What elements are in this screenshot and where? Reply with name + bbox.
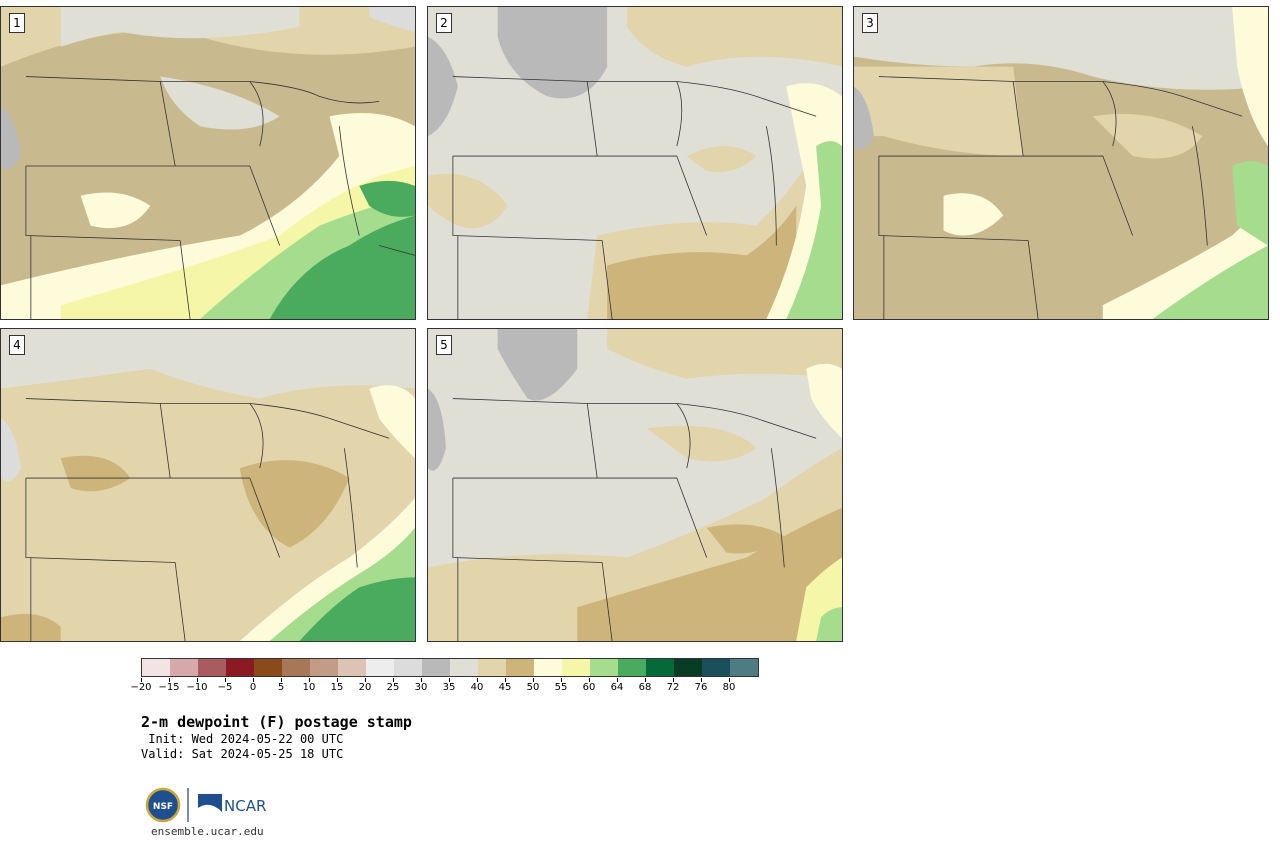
colorbar-swatch xyxy=(534,659,562,676)
site-url: ensemble.ucar.edu xyxy=(151,825,264,838)
colorbar-tick-label: 68 xyxy=(638,682,652,693)
colorbar-tick xyxy=(729,678,730,682)
dewpoint-map-2 xyxy=(428,7,842,319)
colorbar-tick xyxy=(337,678,338,682)
colorbar-swatch xyxy=(366,659,394,676)
dewpoint-map-5 xyxy=(428,329,842,641)
plot-title: 2-m dewpoint (F) postage stamp xyxy=(141,713,412,731)
stamp-panel-2: 2 xyxy=(427,6,843,320)
colorbar-swatch xyxy=(310,659,338,676)
valid-time: Valid: Sat 2024-05-25 18 UTC xyxy=(141,747,344,761)
colorbar-tick-label: 10 xyxy=(302,682,316,693)
colorbar-swatch xyxy=(450,659,478,676)
colorbar-tick xyxy=(309,678,310,682)
colorbar-tick xyxy=(253,678,254,682)
panel-label: 5 xyxy=(436,335,452,355)
colorbar-swatch xyxy=(590,659,618,676)
colorbar-tick-label: 20 xyxy=(358,682,372,693)
colorbar-tick xyxy=(617,678,618,682)
colorbar-tick xyxy=(365,678,366,682)
colorbar-tick xyxy=(505,678,506,682)
panel-label: 2 xyxy=(436,13,452,33)
stamp-panel-1: 1 xyxy=(0,6,416,320)
colorbar-tick xyxy=(225,678,226,682)
colorbar-swatch xyxy=(142,659,170,676)
svg-text:NSF: NSF xyxy=(153,802,173,812)
colorbar-swatch xyxy=(478,659,506,676)
colorbar-tick-labels: −20 −15 −10 −5 0 5 10 15 20 25 30 35 40 45 50 55 60 64 68 7… xyxy=(130,678,761,698)
panel-label: 4 xyxy=(9,335,25,355)
stamp-panel-3: 3 xyxy=(853,6,1269,320)
colorbar-tick-label: 40 xyxy=(470,682,484,693)
colorbar-swatch xyxy=(254,659,282,676)
colorbar-tick xyxy=(281,678,282,682)
colorbar-tick xyxy=(169,678,170,682)
colorbar-tick xyxy=(197,678,198,682)
stamp-panel-5: 5 xyxy=(427,328,843,642)
colorbar-swatch xyxy=(422,659,450,676)
colorbar-tick xyxy=(701,678,702,682)
svg-text:NCAR: NCAR xyxy=(224,797,266,815)
colorbar-tick-label: 64 xyxy=(610,682,624,693)
colorbar-tick-label: 30 xyxy=(414,682,428,693)
colorbar-swatch xyxy=(618,659,646,676)
colorbar-swatch xyxy=(170,659,198,676)
colorbar-tick-label: 45 xyxy=(498,682,512,693)
colorbar-tick-label: −15 xyxy=(158,682,180,693)
colorbar-tick-label: 50 xyxy=(526,682,540,693)
colorbar-swatch xyxy=(338,659,366,676)
colorbar-swatch xyxy=(282,659,310,676)
panel-label: 3 xyxy=(862,13,878,33)
colorbar-tick-label: 5 xyxy=(277,682,285,693)
colorbar-tick-label: 25 xyxy=(386,682,400,693)
colorbar-tick-label: −20 xyxy=(130,682,152,693)
colorbar-tick-label: −5 xyxy=(217,682,233,693)
dewpoint-map-3 xyxy=(854,7,1268,319)
dewpoint-map-1 xyxy=(1,7,415,319)
colorbar-tick-label: 55 xyxy=(554,682,568,693)
panel-label: 1 xyxy=(9,13,25,33)
colorbar-tick xyxy=(477,678,478,682)
colorbar-tick-label: 72 xyxy=(666,682,680,693)
title-block: 2-m dewpoint (F) postage stamp Init: Wed… xyxy=(141,712,412,762)
colorbar-tick-label: 0 xyxy=(249,682,257,693)
init-time: Init: Wed 2024-05-22 00 UTC xyxy=(141,732,344,746)
colorbar-swatch xyxy=(198,659,226,676)
colorbar xyxy=(141,658,759,677)
colorbar-swatch xyxy=(506,659,534,676)
ncar-mark-icon xyxy=(198,794,222,812)
colorbar-swatch xyxy=(702,659,730,676)
colorbar-tick xyxy=(673,678,674,682)
colorbar-tick-label: 35 xyxy=(442,682,456,693)
colorbar-swatch xyxy=(562,659,590,676)
colorbar-swatch xyxy=(674,659,702,676)
colorbar-tick xyxy=(561,678,562,682)
colorbar-tick-label: −10 xyxy=(186,682,208,693)
colorbar-swatch xyxy=(226,659,254,676)
colorbar-tick xyxy=(393,678,394,682)
colorbar-tick-label: 76 xyxy=(694,682,708,693)
stamp-panel-4: 4 xyxy=(0,328,416,642)
colorbar-tick-label: 60 xyxy=(582,682,596,693)
colorbar-tick xyxy=(449,678,450,682)
nsf-seal-icon xyxy=(145,787,181,823)
colorbar-swatch xyxy=(730,659,758,676)
nsf-ncar-logo: NSF NCAR xyxy=(145,787,266,823)
colorbar-tick xyxy=(645,678,646,682)
colorbar-swatch xyxy=(394,659,422,676)
colorbar-tick-label: 15 xyxy=(330,682,344,693)
colorbar-tick xyxy=(421,678,422,682)
colorbar-tick xyxy=(533,678,534,682)
colorbar-tick xyxy=(589,678,590,682)
colorbar-tick-label: 80 xyxy=(722,682,736,693)
colorbar-swatch xyxy=(646,659,674,676)
colorbar-tick xyxy=(141,678,142,682)
dewpoint-map-4 xyxy=(1,329,415,641)
